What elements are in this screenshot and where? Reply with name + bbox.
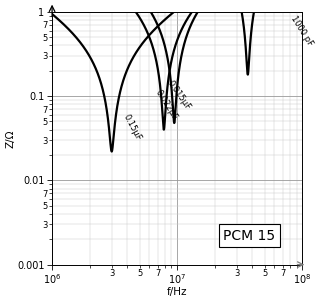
Text: 0.022µF: 0.022µF xyxy=(154,88,179,122)
Text: PCM 15: PCM 15 xyxy=(223,228,276,243)
Y-axis label: Z/Ω: Z/Ω xyxy=(5,129,16,148)
Text: 0.15µF: 0.15µF xyxy=(122,113,143,143)
X-axis label: f/Hz: f/Hz xyxy=(167,288,188,298)
Text: 1000 pF: 1000 pF xyxy=(289,14,314,47)
Text: 0.015µF: 0.015µF xyxy=(165,79,192,112)
